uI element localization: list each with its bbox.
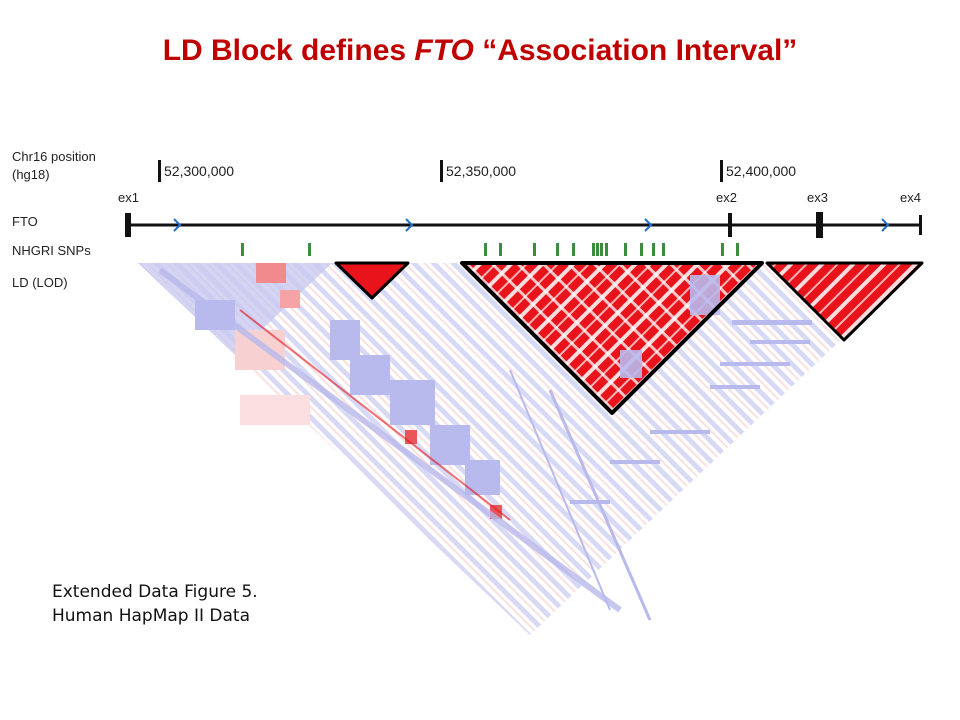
snp-mark <box>556 243 559 256</box>
snp-mark <box>736 243 739 256</box>
snp-mark <box>600 243 603 256</box>
exon-1-box <box>125 213 131 237</box>
snp-mark <box>308 243 311 256</box>
caption-line-1: Extended Data Figure 5. <box>52 582 258 602</box>
ld-figure-svg: Chr16 position (hg18) FTO NHGRI SNPs LD … <box>12 149 924 635</box>
gene-model <box>125 212 922 238</box>
ld-figure: Chr16 position (hg18) FTO NHGRI SNPs LD … <box>10 140 930 635</box>
strand-arrow-4 <box>881 218 890 232</box>
ld-block-right <box>765 261 924 342</box>
ld-left-region <box>138 263 622 613</box>
ld-cell <box>430 425 470 465</box>
snp-mark <box>652 243 655 256</box>
position-axis: 52,300,000 52,350,000 52,400,000 <box>158 160 796 182</box>
snp-mark <box>640 243 643 256</box>
ld-block-right-outline <box>765 261 924 342</box>
slide-title: LD Block defines FTO “Association Interv… <box>0 34 960 68</box>
ld-block-main-hatch <box>462 263 762 413</box>
position-tick-1 <box>158 160 161 182</box>
snp-mark <box>592 243 595 256</box>
ld-diagonal <box>548 389 652 621</box>
snp-mark <box>596 243 599 256</box>
gene-label: FTO <box>12 214 38 229</box>
position-tick-2 <box>440 160 443 182</box>
snp-mark <box>499 243 502 256</box>
ld-cell <box>195 300 235 330</box>
snp-mark <box>241 243 244 256</box>
strand-arrow-1 <box>173 218 182 232</box>
ld-block-main <box>460 261 764 415</box>
caption-line-2: Human HapMap II Data <box>52 606 251 626</box>
exon-3-box <box>816 212 823 238</box>
snp-mark <box>484 243 487 256</box>
snps-label: NHGRI SNPs <box>12 243 91 258</box>
snp-mark <box>605 243 608 256</box>
ld-cell <box>280 290 300 308</box>
strand-arrow-3 <box>644 218 653 232</box>
exon-label-3: ex3 <box>807 190 828 205</box>
ld-cell <box>750 340 810 344</box>
position-label-line1: Chr16 position <box>12 149 96 164</box>
ld-cell <box>330 320 360 360</box>
ld-cell <box>240 395 310 425</box>
position-tick-label-3: 52,400,000 <box>726 163 796 179</box>
position-tick-label-1: 52,300,000 <box>164 163 234 179</box>
ld-right-region <box>509 320 812 621</box>
exon-label-1: ex1 <box>118 190 139 205</box>
snp-mark <box>624 243 627 256</box>
strand-arrow-2 <box>405 218 414 232</box>
position-tick-label-2: 52,350,000 <box>446 163 516 179</box>
ld-cell <box>610 460 660 464</box>
ld-diagonal <box>509 369 611 611</box>
ld-diagonal <box>158 267 622 613</box>
ld-cell <box>620 350 642 378</box>
ld-cell <box>720 362 790 366</box>
ld-cell <box>570 500 610 504</box>
ld-cell <box>732 320 812 325</box>
snp-mark <box>662 243 665 256</box>
exon-label-2: ex2 <box>716 190 737 205</box>
figure-caption: Extended Data Figure 5. Human HapMap II … <box>52 580 258 628</box>
ld-cell <box>256 263 286 283</box>
title-gene: FTO <box>414 34 474 67</box>
snp-marks <box>241 243 739 256</box>
ld-block-right-fill <box>767 263 922 340</box>
ld-cell <box>390 380 435 425</box>
ld-cell <box>235 330 285 370</box>
ld-cell <box>710 385 760 389</box>
snp-mark <box>721 243 724 256</box>
exon-label-4: ex4 <box>900 190 921 205</box>
ld-cell <box>650 430 710 434</box>
exon-2-box <box>728 213 732 237</box>
exon-4-box <box>919 215 922 235</box>
snp-mark <box>533 243 536 256</box>
snp-mark <box>572 243 575 256</box>
ld-block-small <box>334 261 410 300</box>
title-part1: LD Block defines <box>162 34 415 67</box>
ld-block-main-outline <box>460 261 764 415</box>
position-tick-3 <box>720 160 723 182</box>
ld-heatmap <box>138 261 924 635</box>
ld-label: LD (LOD) <box>12 275 68 290</box>
ld-diagonal <box>239 309 511 521</box>
position-label-line2: (hg18) <box>12 167 50 182</box>
ld-cell <box>350 355 390 395</box>
title-part2: “Association Interval” <box>473 34 798 67</box>
